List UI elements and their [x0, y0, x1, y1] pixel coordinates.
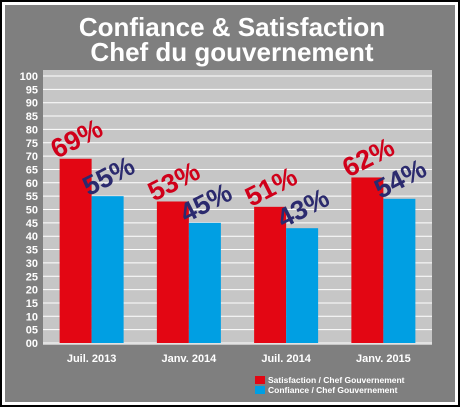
- legend-label-confiance: Confiance / Chef Gouvernement: [268, 385, 398, 395]
- x-tick-label: Janv. 2014: [161, 353, 217, 365]
- chart-title-line-2: Chef du gouvernement: [90, 37, 373, 67]
- y-tick-label: 55: [26, 191, 38, 203]
- legend-swatch-confiance: [255, 386, 265, 394]
- bar: [59, 158, 92, 343]
- bar: [254, 206, 287, 343]
- y-tick-label: 25: [26, 271, 38, 283]
- y-tick-label: 20: [26, 285, 38, 297]
- legend-swatch-satisfaction: [255, 376, 265, 384]
- y-tick-label: 60: [26, 178, 38, 190]
- bar: [156, 201, 189, 343]
- bar: [286, 228, 319, 343]
- chart-title-line-1: Confiance & Satisfaction: [79, 12, 385, 42]
- y-tick-label: 80: [26, 124, 38, 136]
- y-tick-label: 15: [26, 298, 38, 310]
- bars-layer: [59, 158, 416, 343]
- y-tick-label: 100: [20, 71, 38, 83]
- legend-label-satisfaction: Satisfaction / Chef Gouvernement: [268, 375, 405, 385]
- y-tick-label: 75: [26, 138, 38, 150]
- y-tick-label: 50: [26, 205, 38, 217]
- y-tick-label: 70: [26, 151, 38, 163]
- y-tick-label: 35: [26, 245, 38, 257]
- x-axis: Juil. 2013 Janv. 2014 Juil. 2014 Janv. 2015: [67, 353, 411, 365]
- y-tick-label: 45: [26, 218, 38, 230]
- y-tick-label: 65: [26, 164, 38, 176]
- x-tick-label: Janv. 2015: [356, 353, 411, 365]
- bar: [351, 177, 384, 343]
- y-tick-label: 40: [26, 231, 38, 243]
- y-tick-label: 05: [26, 325, 38, 337]
- y-tick-label: 10: [26, 311, 38, 323]
- bar: [383, 198, 416, 343]
- y-tick-label: 85: [26, 111, 38, 123]
- y-tick-label: 30: [26, 258, 38, 270]
- y-tick-label: 95: [26, 84, 38, 96]
- x-tick-label: Juil. 2014: [261, 353, 311, 365]
- x-tick-label: Juil. 2013: [67, 353, 117, 365]
- bar: [91, 196, 124, 343]
- y-tick-label: 00: [26, 338, 38, 350]
- bar: [188, 222, 221, 343]
- y-tick-label: 90: [26, 98, 38, 110]
- legend: Satisfaction / Chef Gouvernement Confian…: [255, 375, 405, 395]
